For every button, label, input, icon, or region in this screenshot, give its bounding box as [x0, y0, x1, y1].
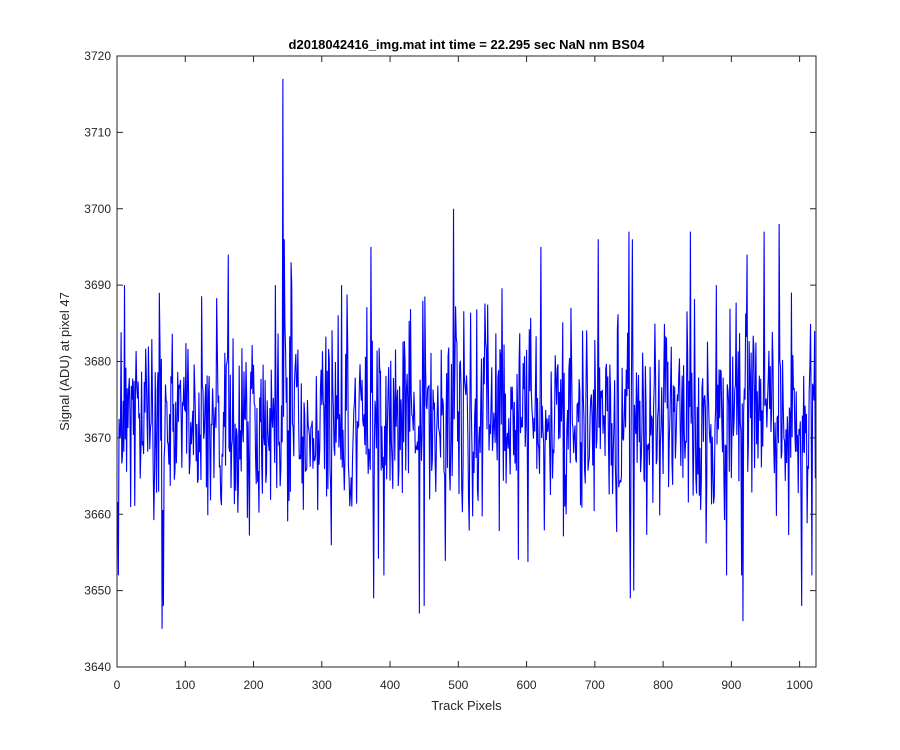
y-tick-label: 3710	[84, 125, 111, 139]
series-line-0	[117, 78, 817, 629]
x-tick-label: 900	[721, 678, 741, 692]
y-tick-label: 3690	[84, 278, 111, 292]
y-tick-label: 3720	[84, 49, 111, 63]
series-layer	[117, 78, 817, 629]
y-tick-label: 3660	[84, 507, 111, 521]
plot-area	[117, 56, 816, 667]
y-tick-label: 3640	[84, 660, 111, 674]
x-axis-label: Track Pixels	[431, 698, 502, 713]
x-tick-label: 0	[114, 678, 121, 692]
x-tick-label: 400	[380, 678, 400, 692]
y-tick-label: 3680	[84, 355, 111, 369]
x-tick-label: 200	[244, 678, 264, 692]
chart-title: d2018042416_img.mat int time = 22.295 se…	[289, 37, 646, 52]
x-axis: 0 100 200 300 400 500 600 700 800 900 1000	[114, 56, 813, 692]
y-tick-label: 3700	[84, 202, 111, 216]
x-tick-label: 300	[312, 678, 332, 692]
y-tick-label: 3670	[84, 431, 111, 445]
x-tick-label: 700	[585, 678, 605, 692]
x-tick-label: 600	[517, 678, 537, 692]
y-tick-label: 3650	[84, 584, 111, 598]
x-tick-label: 1000	[786, 678, 813, 692]
x-tick-label: 800	[653, 678, 673, 692]
y-axis: 3640 3650 3660 3670 3680 3690 3700 3710 3720	[84, 49, 816, 674]
y-axis-label: Signal (ADU) at pixel 47	[57, 292, 72, 431]
x-tick-label: 100	[175, 678, 195, 692]
x-tick-label: 500	[448, 678, 468, 692]
